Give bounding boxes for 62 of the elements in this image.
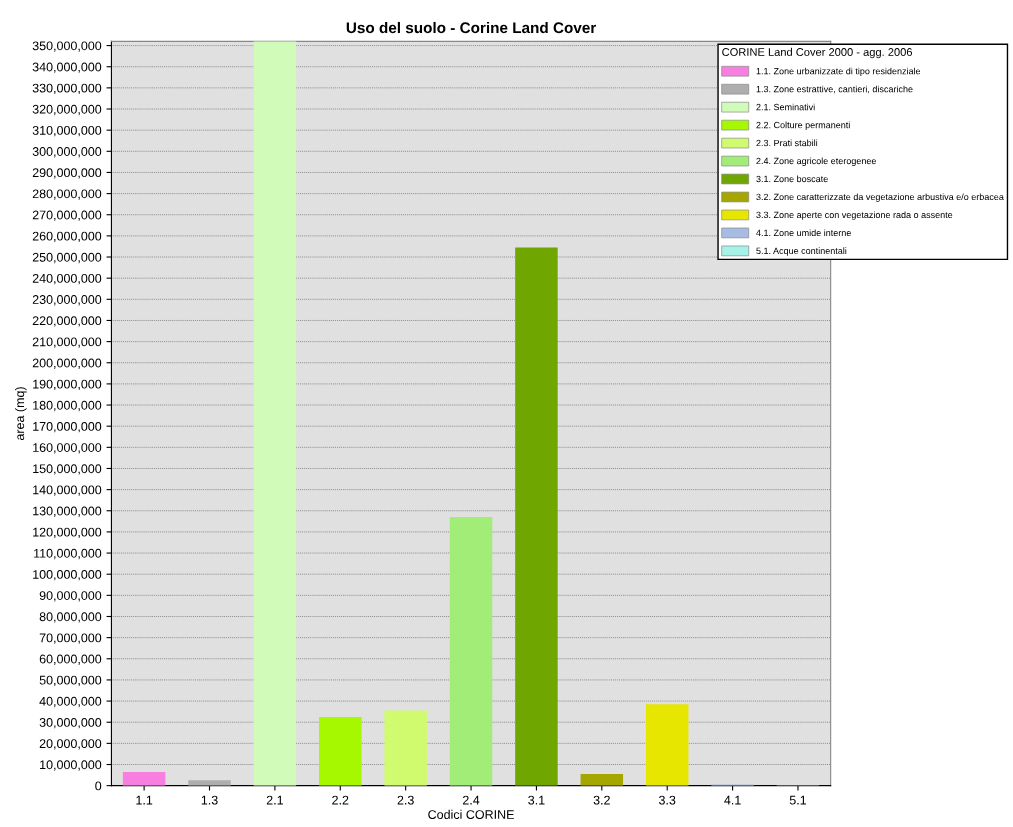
y-tick-label: 40,000,000 [39, 696, 102, 708]
y-tick-label: 290,000,000 [32, 168, 102, 179]
y-tick-label: 70,000,000 [39, 633, 102, 644]
legend-label: 4.1. Zone umide interne [756, 229, 851, 237]
y-tick-label: 220,000,000 [32, 316, 102, 327]
y-tick-label: 100,000,000 [33, 570, 102, 581]
legend-label: 3.2. Zone caratterizzate da vegetazione arbustiva e/o erbacea [756, 193, 1004, 202]
legend-label: 1.3. Zone estrattive, cantieri, discariche [756, 85, 913, 94]
x-tick-label: 1.1 [136, 795, 153, 805]
y-tick-label: 80,000,000 [39, 612, 102, 623]
legend-label: 5.1. Acque continentali [756, 247, 847, 256]
x-tick-label: 3.2 [593, 795, 610, 805]
y-tick-label: 50,000,000 [39, 675, 102, 687]
y-tick-label: 350,000,000 [32, 41, 102, 52]
y-tick-label: 260,000,000 [32, 231, 102, 243]
x-tick-label: 2.4 [462, 795, 480, 805]
y-tick-label: 280,000,000 [32, 189, 102, 200]
y-tick-label: 160,000,000 [33, 443, 102, 454]
y-tick-label: 150,000,000 [33, 464, 102, 475]
y-tick-label: 30,000,000 [39, 718, 102, 729]
legend-label: 3.1. Zone boscate [756, 175, 828, 183]
y-tick-label: 20,000,000 [39, 739, 102, 750]
y-tick-label: 140,000,000 [33, 485, 102, 496]
y-tick-label: 10,000,000 [40, 760, 102, 771]
y-tick-label: 120,000,000 [33, 527, 102, 539]
y-tick-label: 240,000,000 [32, 273, 102, 285]
y-tick-label: 270,000,000 [32, 210, 102, 221]
legend-label: 2.3. Prati stabili [756, 139, 818, 147]
y-tick-label: 110,000,000 [34, 548, 102, 560]
y-tick-label: 310,000,000 [32, 125, 102, 137]
legend-title: CORINE Land Cover 2000 - agg. 2006 [722, 47, 913, 59]
y-tick-label: 300,000,000 [32, 147, 102, 158]
x-tick-label: 5.1 [789, 795, 807, 805]
x-tick-label: 3.3 [658, 795, 676, 805]
x-axis-title: Codici CORINE [428, 809, 514, 819]
legend-label: 2.4. Zone agricole eterogenee [756, 157, 877, 166]
x-tick-label: 2.1 [266, 795, 283, 805]
y-tick-label: 200,000,000 [32, 358, 102, 369]
x-tick-label: 3.1 [528, 795, 545, 805]
y-tick-label: 130,000,000 [33, 506, 102, 517]
legend-label: 3.3. Zone aperte con vegetazione rada o assente [756, 211, 953, 220]
y-tick-label: 180,000,000 [33, 400, 102, 412]
x-tick-label: 1.3 [201, 795, 218, 805]
y-tick-label: 60,000,000 [39, 654, 102, 665]
y-tick-label: 210,000,000 [32, 337, 102, 348]
legend-label: 2.2. Colture permanenti [756, 121, 850, 131]
y-tick-label: 0 [95, 781, 102, 791]
y-tick-label: 330,000,000 [32, 83, 102, 94]
y-tick-label: 90,000,000 [39, 591, 102, 602]
legend-label: 1.1. Zone urbanizzate di tipo residenziale [756, 67, 921, 77]
chart-title: Uso del suolo - Corine Land Cover [346, 21, 597, 34]
y-tick-label: 340,000,000 [32, 62, 102, 73]
x-tick-label: 4.1 [724, 795, 741, 805]
y-tick-label: 230,000,000 [32, 295, 102, 306]
y-tick-label: 170,000,000 [33, 421, 102, 433]
y-tick-label: 320,000,000 [32, 104, 102, 116]
y-tick-label: 190,000,000 [33, 379, 102, 391]
y-tick-label: 250,000,000 [32, 252, 102, 264]
x-tick-label: 2.3 [397, 795, 414, 805]
legend-label: 2.1. Seminativi [756, 103, 815, 111]
x-tick-label: 2.2 [332, 795, 349, 805]
y-axis-title: area (mq) [14, 387, 27, 441]
